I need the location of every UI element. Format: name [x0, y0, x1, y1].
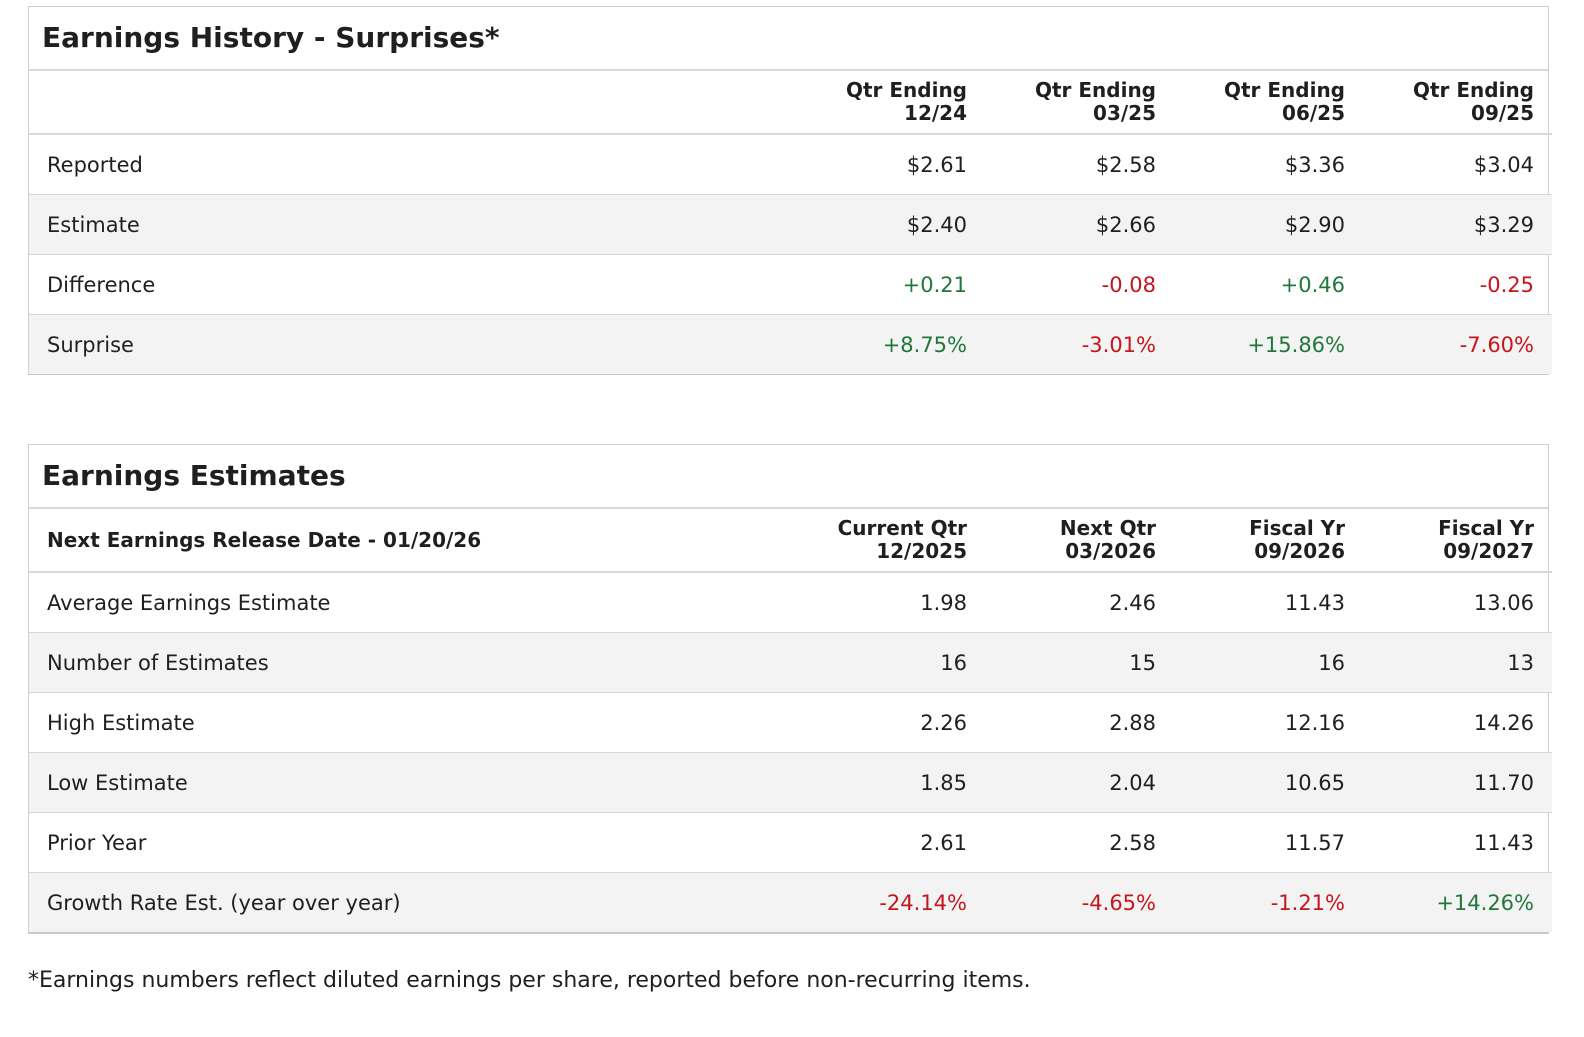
- column-header-qtr-12-24: Qtr Ending 12/24: [796, 71, 985, 135]
- table-cell: 2.88: [985, 692, 1174, 753]
- table-cell: 2.46: [985, 572, 1174, 633]
- table-cell: 13.06: [1363, 572, 1552, 633]
- row-label: Reported: [29, 134, 796, 195]
- table-cell: +0.21: [796, 254, 985, 315]
- column-header-line1: Current Qtr: [837, 516, 967, 540]
- table-cell: 10.65: [1174, 752, 1363, 813]
- table-row-difference: Difference +0.21 -0.08 +0.46 -0.25: [29, 254, 1552, 315]
- table-cell: +14.26%: [1363, 872, 1552, 932]
- table-row-prior-year: Prior Year 2.61 2.58 11.57 11.43: [29, 812, 1552, 873]
- column-header-line1: Qtr Ending: [845, 78, 967, 102]
- row-label: Growth Rate Est. (year over year): [29, 872, 796, 932]
- table-cell: +8.75%: [796, 314, 985, 374]
- table-cell: 16: [1174, 632, 1363, 693]
- table-cell: 15: [985, 632, 1174, 693]
- table-cell: -0.08: [985, 254, 1174, 315]
- column-header-line1: Next Qtr: [1059, 516, 1156, 540]
- column-header-line2: 09/25: [1471, 101, 1534, 125]
- earnings-history-title: Earnings History - Surprises*: [29, 7, 1548, 71]
- table-cell: -0.25: [1363, 254, 1552, 315]
- table-row-low-estimate: Low Estimate 1.85 2.04 10.65 11.70: [29, 752, 1552, 813]
- row-label: Surprise: [29, 314, 796, 374]
- table-cell: -1.21%: [1174, 872, 1363, 932]
- column-header-qtr-09-25: Qtr Ending 09/25: [1363, 71, 1552, 135]
- column-header-line2: 09/2027: [1443, 539, 1534, 563]
- table-cell: $2.61: [796, 134, 985, 195]
- column-header-blank: [29, 71, 796, 135]
- table-cell: $3.04: [1363, 134, 1552, 195]
- column-header-next-qtr: Next Qtr 03/2026: [985, 509, 1174, 573]
- row-label: Low Estimate: [29, 752, 796, 813]
- table-cell: 11.57: [1174, 812, 1363, 873]
- column-header-line1: Fiscal Yr: [1438, 516, 1534, 540]
- table-cell: 13: [1363, 632, 1552, 693]
- table-cell: $3.29: [1363, 194, 1552, 255]
- table-cell: 1.85: [796, 752, 985, 813]
- column-header-fiscal-yr-2027: Fiscal Yr 09/2027: [1363, 509, 1552, 573]
- table-cell: $2.58: [985, 134, 1174, 195]
- table-row-reported: Reported $2.61 $2.58 $3.36 $3.04: [29, 134, 1552, 195]
- earnings-estimates-panel: Earnings Estimates Next Earnings Release…: [28, 444, 1552, 934]
- table-cell: -4.65%: [985, 872, 1174, 932]
- column-header-current-qtr: Current Qtr 12/2025: [796, 509, 985, 573]
- table-row-number-of-estimates: Number of Estimates 16 15 16 13: [29, 632, 1552, 693]
- earnings-estimates-table: Next Earnings Release Date - 01/20/26 Cu…: [29, 509, 1552, 932]
- column-header-line2: 12/24: [904, 101, 967, 125]
- column-header-qtr-06-25: Qtr Ending 06/25: [1174, 71, 1363, 135]
- table-cell: 16: [796, 632, 985, 693]
- row-label: Number of Estimates: [29, 632, 796, 693]
- table-header-row: Qtr Ending 12/24 Qtr Ending 03/25 Qtr En…: [29, 71, 1552, 135]
- table-row-estimate: Estimate $2.40 $2.66 $2.90 $3.29: [29, 194, 1552, 255]
- table-cell: 2.26: [796, 692, 985, 753]
- column-header-line2: 03/2026: [1065, 539, 1156, 563]
- table-row-average-estimate: Average Earnings Estimate 1.98 2.46 11.4…: [29, 572, 1552, 633]
- row-label: Average Earnings Estimate: [29, 572, 796, 633]
- column-header-line2: 09/2026: [1254, 539, 1345, 563]
- table-cell: 12.16: [1174, 692, 1363, 753]
- table-row-high-estimate: High Estimate 2.26 2.88 12.16 14.26: [29, 692, 1552, 753]
- column-header-line1: Fiscal Yr: [1249, 516, 1345, 540]
- table-cell: $2.40: [796, 194, 985, 255]
- earnings-history-panel: Earnings History - Surprises* Qtr Ending…: [28, 6, 1552, 375]
- column-header-line1: Qtr Ending: [1223, 78, 1345, 102]
- table-cell: $2.66: [985, 194, 1174, 255]
- table-row-growth-rate: Growth Rate Est. (year over year) -24.14…: [29, 872, 1552, 932]
- next-release-date-label: Next Earnings Release Date - 01/20/26: [29, 509, 796, 573]
- table-cell: 11.43: [1174, 572, 1363, 633]
- column-header-line1: Qtr Ending: [1412, 78, 1534, 102]
- row-label: Prior Year: [29, 812, 796, 873]
- table-cell: 11.70: [1363, 752, 1552, 813]
- table-cell: 1.98: [796, 572, 985, 633]
- table-cell: 11.43: [1363, 812, 1552, 873]
- table-cell: 2.61: [796, 812, 985, 873]
- earnings-estimates-title: Earnings Estimates: [29, 445, 1548, 509]
- table-cell: 2.58: [985, 812, 1174, 873]
- row-label: Difference: [29, 254, 796, 315]
- table-cell: 2.04: [985, 752, 1174, 813]
- earnings-history-table: Qtr Ending 12/24 Qtr Ending 03/25 Qtr En…: [29, 71, 1552, 374]
- table-cell: -24.14%: [796, 872, 985, 932]
- table-row-surprise: Surprise +8.75% -3.01% +15.86% -7.60%: [29, 314, 1552, 374]
- column-header-line2: 03/25: [1093, 101, 1156, 125]
- table-cell: 14.26: [1363, 692, 1552, 753]
- column-header-fiscal-yr-2026: Fiscal Yr 09/2026: [1174, 509, 1363, 573]
- table-cell: $2.90: [1174, 194, 1363, 255]
- table-cell: +15.86%: [1174, 314, 1363, 374]
- table-cell: $3.36: [1174, 134, 1363, 195]
- footnote: *Earnings numbers reflect diluted earnin…: [28, 968, 1031, 993]
- table-cell: -7.60%: [1363, 314, 1552, 374]
- column-header-line2: 12/2025: [876, 539, 967, 563]
- table-cell: +0.46: [1174, 254, 1363, 315]
- column-header-line1: Qtr Ending: [1034, 78, 1156, 102]
- column-header-line2: 06/25: [1282, 101, 1345, 125]
- row-label: Estimate: [29, 194, 796, 255]
- column-header-qtr-03-25: Qtr Ending 03/25: [985, 71, 1174, 135]
- table-header-row: Next Earnings Release Date - 01/20/26 Cu…: [29, 509, 1552, 573]
- table-cell: -3.01%: [985, 314, 1174, 374]
- row-label: High Estimate: [29, 692, 796, 753]
